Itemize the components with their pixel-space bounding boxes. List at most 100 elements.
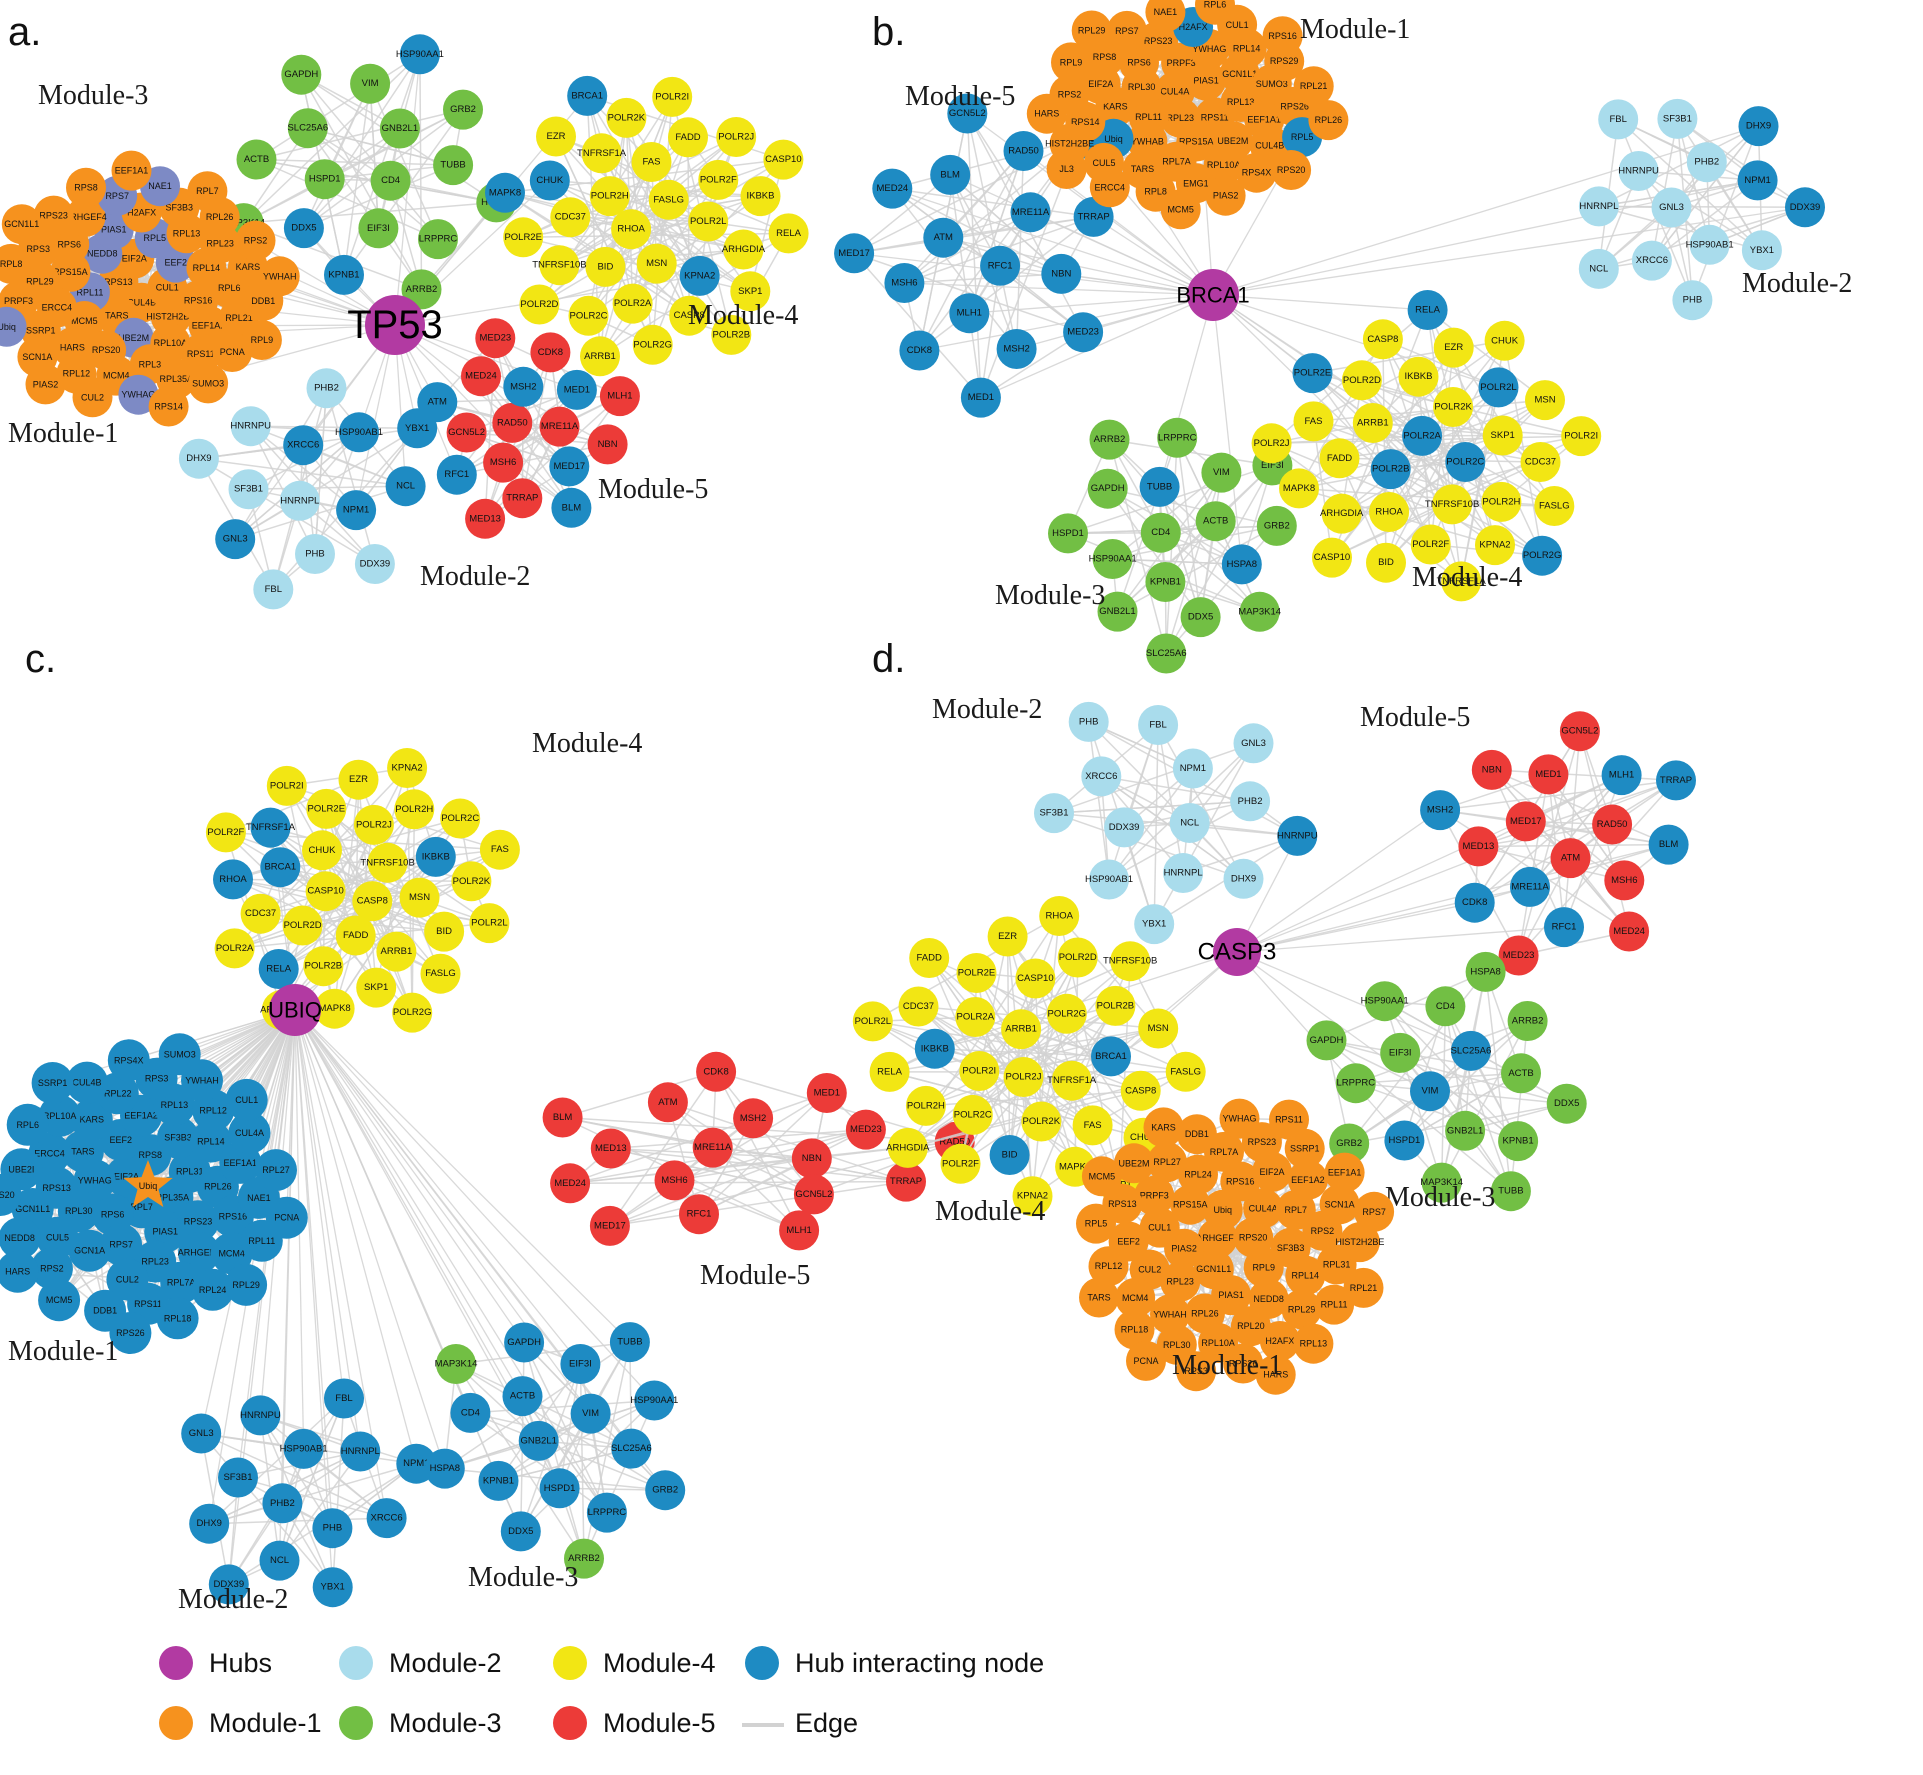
node-circle xyxy=(542,1097,583,1138)
node-label: EEF1A2 xyxy=(124,1111,158,1121)
node-POLR2B: POLR2B xyxy=(1095,985,1136,1026)
edge xyxy=(369,83,439,240)
node-label: HSP90AB1 xyxy=(1686,239,1734,250)
node-circle xyxy=(1026,93,1067,134)
node-label: NAE1 xyxy=(148,181,172,191)
node-MAPK8: MAPK8 xyxy=(1279,468,1319,509)
node-label: XRCC6 xyxy=(287,440,319,451)
node-SUMO3: SUMO3 xyxy=(158,1033,201,1076)
node-ACTB: ACTB xyxy=(236,139,277,180)
node-MED23: MED23 xyxy=(845,1109,886,1150)
node-circle xyxy=(31,1062,74,1104)
node-circle xyxy=(250,807,291,848)
hub-edge xyxy=(294,1009,655,1401)
node-circle xyxy=(399,877,440,918)
edge xyxy=(520,1399,655,1532)
node-label: CASP8 xyxy=(1367,334,1398,345)
legend-label: Module-1 xyxy=(209,1708,322,1738)
hub-edge xyxy=(294,1009,361,1452)
edge xyxy=(1510,1020,1529,1192)
node-circle xyxy=(1104,807,1145,848)
node-label: KPNB1 xyxy=(483,1475,514,1486)
node-label: YBX1 xyxy=(321,1582,345,1593)
node-label: RPL11 xyxy=(248,1236,275,1246)
module-cluster-c-module-5: MRE11ANBNMSH6MSH2GCN5L2MED13MED23RFC1ATM… xyxy=(542,1051,975,1251)
node-label: LRPPRC xyxy=(1337,1078,1376,1089)
node-MSH6: MSH6 xyxy=(483,442,524,483)
node-MAPK8: MAPK8 xyxy=(314,988,355,1029)
node-TARS: TARS xyxy=(61,1130,104,1173)
hub-ubiq: UBIQ xyxy=(268,984,322,1036)
edge xyxy=(811,1141,955,1160)
node-label: DDX39 xyxy=(360,559,391,570)
node-label: ATM xyxy=(658,1097,677,1108)
node-label: CDC37 xyxy=(555,212,586,223)
node-circle xyxy=(451,861,492,902)
node-circle xyxy=(539,1468,580,1509)
node-ARRB1: ARRB1 xyxy=(1352,403,1393,443)
node-label: CASP10 xyxy=(765,154,801,165)
node-circle xyxy=(952,1094,993,1135)
node-FASLG: FASLG xyxy=(1534,486,1575,526)
node-HIST2H2BE: HIST2H2BE xyxy=(1335,1222,1384,1263)
node-label: HNRNPU xyxy=(240,1410,281,1421)
node-label: RPL29 xyxy=(1288,1304,1316,1314)
node-circle xyxy=(570,1393,611,1434)
node-label: RPL6 xyxy=(16,1120,39,1130)
node-MRE11A: MRE11A xyxy=(539,406,580,447)
node-circle xyxy=(1146,633,1187,674)
node-label: RPL5 xyxy=(144,233,167,243)
node-label: CASP10 xyxy=(1017,973,1053,984)
node-GNL3: GNL3 xyxy=(1233,723,1274,764)
node-circle xyxy=(189,1503,230,1544)
node-circle xyxy=(518,1420,559,1461)
hub-edge xyxy=(1110,951,1238,1057)
node-TUBB: TUBB xyxy=(609,1322,650,1363)
node-circle xyxy=(70,1098,113,1141)
node-HSPD1: HSPD1 xyxy=(304,159,345,200)
edge xyxy=(455,1363,666,1491)
module-cluster-c-module-3: GNB2L1VIMHSPD1ACTBSLC25A6KPNB1EIF3ILRPPR… xyxy=(424,1322,686,1579)
node-circle xyxy=(433,145,474,186)
legend-swatch xyxy=(553,1706,587,1740)
edge xyxy=(521,352,552,499)
node-label: POLR2B xyxy=(713,329,751,340)
node-label: EEF1A1 xyxy=(1328,1168,1362,1178)
module-cluster-a-module-4: RHOAFASLGMSNPOLR2HPOLR2LBIDFASKPNA2CDC37… xyxy=(485,75,809,377)
node-circle xyxy=(1314,1284,1355,1325)
node-circle xyxy=(606,97,647,138)
node-circle xyxy=(1205,175,1246,216)
node-label: SKP1 xyxy=(738,286,762,297)
node-label: MED23 xyxy=(1503,950,1535,961)
edge xyxy=(250,425,406,487)
hub-edge xyxy=(1212,125,1759,296)
node-label: FASLG xyxy=(425,968,456,979)
node-label: GRB2 xyxy=(1264,520,1290,531)
node-label: GCN1A xyxy=(74,1246,105,1256)
node-label: ARHGEF4 xyxy=(178,1248,221,1258)
node-circle xyxy=(1458,826,1499,867)
node-circle xyxy=(530,332,571,373)
node-label: EZR xyxy=(998,931,1017,942)
hub-label: TP53 xyxy=(347,303,443,347)
node-circle xyxy=(1550,838,1591,879)
edge xyxy=(1087,721,1110,880)
hub-edge xyxy=(1212,294,1428,311)
panel-c: CASP8CASP10TNFRSF10BFADDCHUKMSNPOLR2DPOL… xyxy=(0,637,975,1615)
module-cluster-d-module-3: VIMSLC25A6GNB2L1EIF3IACTBHSPD1CD4KPNB1LR… xyxy=(1306,951,1587,1212)
legend-swatch xyxy=(745,1646,779,1680)
node-label: RPL35A xyxy=(160,374,194,384)
node-RELA: RELA xyxy=(869,1051,910,1092)
node-circle xyxy=(1262,16,1303,57)
node-circle xyxy=(740,176,781,217)
node-label: TARS xyxy=(1087,1293,1110,1303)
node-label: RPS20 xyxy=(0,1190,15,1200)
node-label: GAPDH xyxy=(284,69,318,80)
node-VIM: VIM xyxy=(350,63,391,104)
node-label: PIAS2 xyxy=(33,379,59,389)
node-TRRAP: TRRAP xyxy=(502,478,543,519)
edge xyxy=(1108,724,1159,880)
node-circle xyxy=(1441,561,1482,602)
edge xyxy=(480,375,608,446)
node-circle xyxy=(259,1540,300,1581)
